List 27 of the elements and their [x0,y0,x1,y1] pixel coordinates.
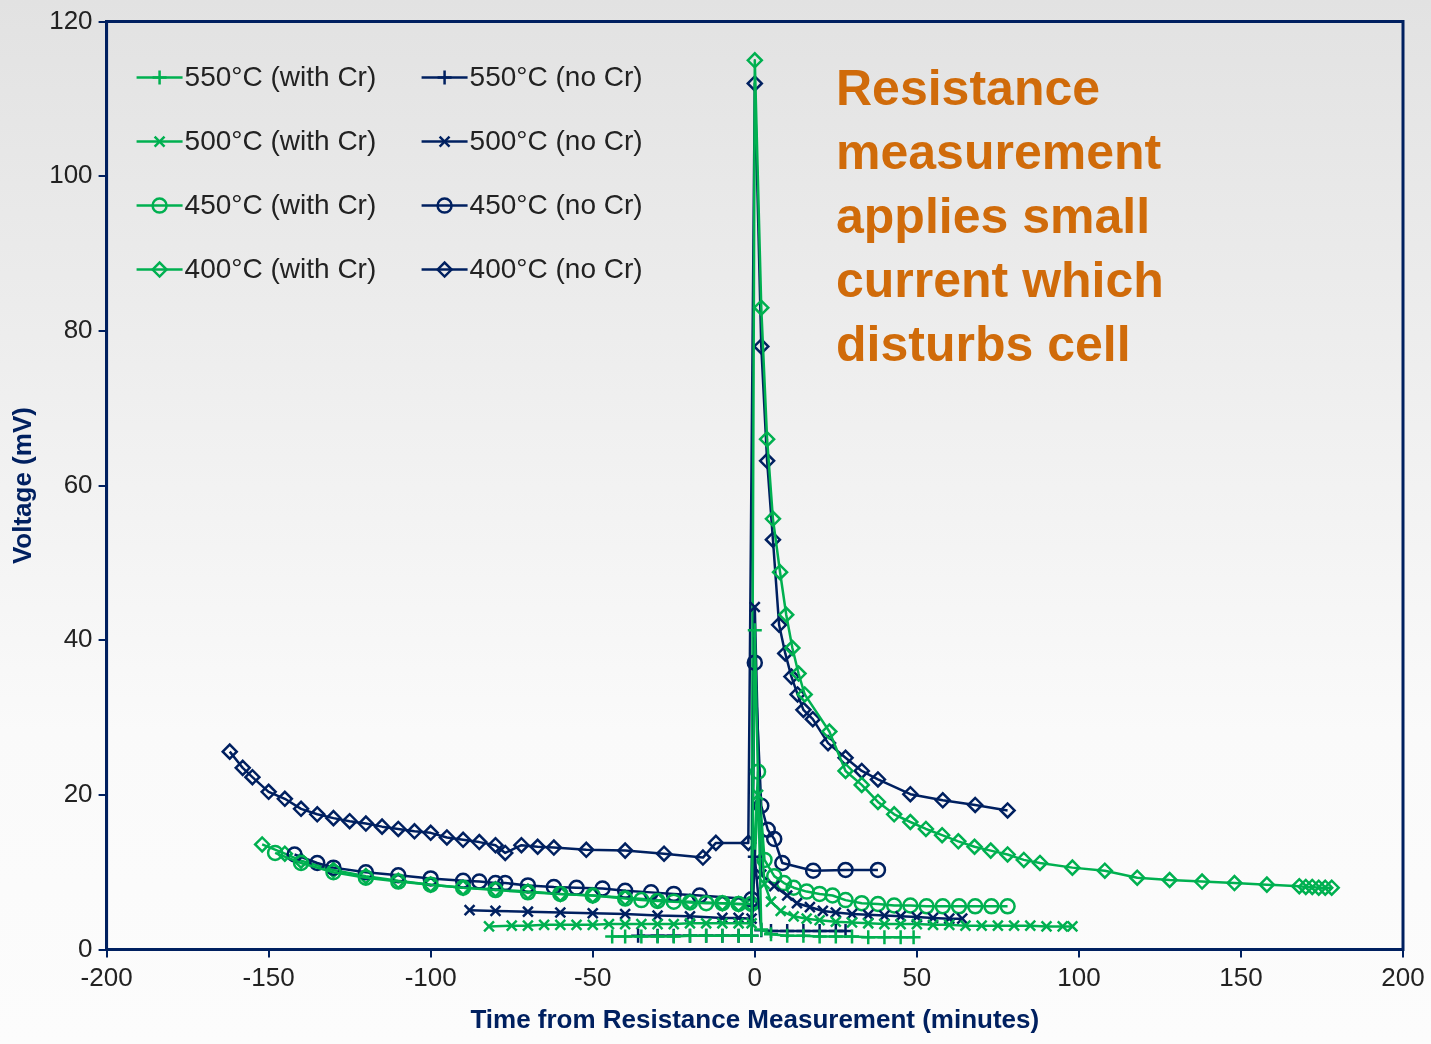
legend-label: 550°C (with Cr) [184,61,377,93]
y-tick-label: 60 [63,468,93,499]
legend-label: 450°C (no Cr) [469,189,643,221]
y-tick-label: 0 [78,932,93,963]
y-tick-label: 20 [63,778,93,809]
y-axis-title: Voltage (mV) [6,407,37,565]
x-tick-label: -150 [242,962,295,993]
x-tick-label: 0 [747,962,763,993]
y-tick-label: 80 [63,314,93,345]
y-tick-label: 100 [49,159,93,190]
x-tick-label: 100 [1057,962,1101,993]
legend-label: 500°C (with Cr) [184,125,377,157]
x-tick-label: 200 [1381,962,1425,993]
legend-label: 400°C (with Cr) [184,253,377,285]
y-tick-label: 120 [49,4,93,35]
y-tick-label: 40 [63,623,93,654]
legend-label: 400°C (no Cr) [469,253,643,285]
legend-label: 550°C (no Cr) [469,61,643,93]
x-axis-title: Time from Resistance Measurement (minutes) [470,1003,1040,1034]
legend-label: 450°C (with Cr) [184,189,377,221]
x-tick-label: -50 [573,962,612,993]
annotation: Resistance measurement applies small current which disturbs cell [836,59,1165,374]
x-tick-label: -200 [80,962,133,993]
legend-label: 500°C (no Cr) [469,125,643,157]
x-tick-label: 50 [902,962,932,993]
x-tick-label: 150 [1219,962,1263,993]
x-tick-label: -100 [404,962,457,993]
